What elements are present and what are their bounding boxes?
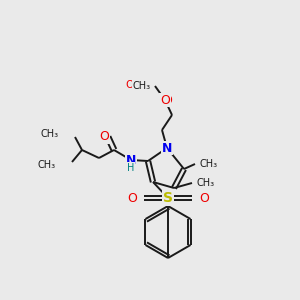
Text: CH₃: CH₃: [41, 129, 59, 139]
Text: S: S: [163, 191, 173, 205]
Text: CH₃: CH₃: [200, 159, 218, 169]
Text: O: O: [127, 191, 137, 205]
Text: O: O: [199, 191, 209, 205]
Text: CH₃: CH₃: [197, 178, 215, 188]
Text: O: O: [162, 94, 172, 106]
Text: CH₃: CH₃: [133, 81, 151, 91]
Text: H: H: [127, 163, 135, 173]
Text: N: N: [126, 154, 136, 166]
Text: N: N: [162, 142, 172, 154]
Text: O: O: [99, 130, 109, 143]
Text: O: O: [160, 94, 170, 106]
Text: CH₃: CH₃: [38, 160, 56, 170]
Text: OCH₃: OCH₃: [125, 80, 153, 90]
